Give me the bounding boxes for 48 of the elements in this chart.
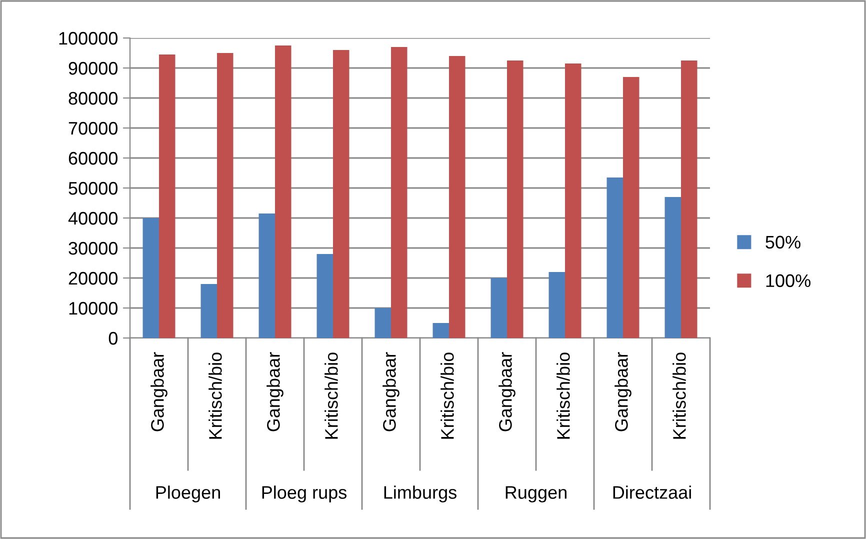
y-tick-label: 30000 <box>68 242 118 255</box>
bar <box>664 197 681 338</box>
bar <box>623 77 640 338</box>
legend-label: 50% <box>766 236 800 249</box>
y-tick-label: 100000 <box>59 32 118 45</box>
y-tick-label: 80000 <box>68 92 118 105</box>
x-tick-label: Gangbaar <box>382 352 400 432</box>
y-tick-label: 70000 <box>68 122 118 135</box>
y-tick-label: 20000 <box>68 272 118 285</box>
y-tick-label: 50000 <box>68 182 118 195</box>
x-tick-label: Gangbaar <box>498 352 516 432</box>
y-tick-label: 90000 <box>68 62 118 75</box>
x-tick-label: Kritisch/bio <box>208 352 222 439</box>
bar <box>490 278 507 338</box>
bar <box>681 60 698 338</box>
y-tick-label: 60000 <box>68 152 118 165</box>
x-tick-label: Kritisch/bio <box>556 352 570 439</box>
bar <box>333 50 350 338</box>
y-tick-label: 0 <box>108 332 118 345</box>
bar <box>374 308 391 338</box>
x-tick-label: Kritisch/bio <box>324 352 338 439</box>
bar <box>316 254 333 338</box>
bar <box>275 46 292 338</box>
bar <box>449 56 466 338</box>
text: Limburgs <box>384 486 456 502</box>
bar <box>217 53 234 338</box>
bar <box>507 60 524 338</box>
bar <box>391 47 408 338</box>
bar <box>200 284 217 338</box>
text: Ploeg rups <box>262 486 347 502</box>
y-tick-label: 40000 <box>68 212 118 225</box>
bar <box>548 272 565 338</box>
bar <box>142 218 159 338</box>
text: Ploegen <box>156 486 220 502</box>
x-tick-label: Gangbaar <box>266 352 284 432</box>
bar <box>159 54 176 338</box>
y-tick-label: 10000 <box>69 302 118 315</box>
x-tick-label: Kritisch/bio <box>440 352 454 439</box>
text: Ruggen <box>506 486 566 502</box>
bar <box>258 214 275 338</box>
x-tick-label: Gangbaar <box>150 352 168 432</box>
bar <box>606 178 623 338</box>
bar <box>565 64 582 338</box>
x-tick-label: Gangbaar <box>614 352 632 432</box>
bar <box>432 323 449 338</box>
legend-label: 100% <box>766 274 810 288</box>
x-tick-label: Kritisch/bio <box>672 352 686 439</box>
text: Directzaai <box>613 486 691 499</box>
